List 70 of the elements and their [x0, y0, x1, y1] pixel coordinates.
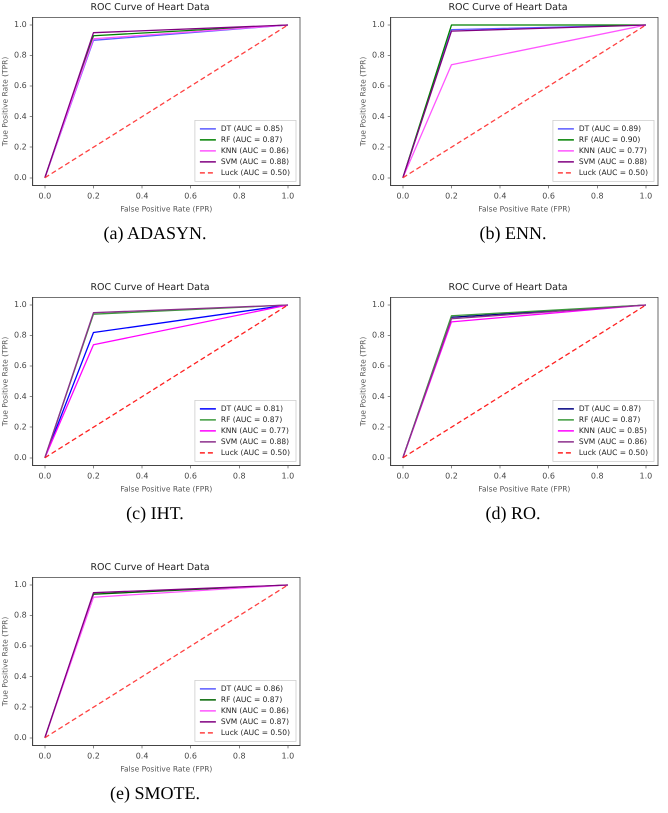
x-tick-label: 0.8	[232, 751, 246, 760]
y-tick-label: 0.0	[372, 452, 385, 462]
y-tick-label: 0.4	[372, 392, 385, 401]
y-tick-label: 0.4	[14, 672, 27, 681]
text: (c) IHT.	[125, 503, 185, 524]
y-tick-label: 0.2	[372, 422, 385, 432]
y-tick-label: 1.0	[14, 300, 27, 310]
x-tick-label: 0.0	[396, 471, 410, 480]
x-tick-label: 0.8	[232, 191, 246, 200]
y-tick-label: 1.0	[14, 20, 27, 30]
x-tick-label: 0.0	[38, 191, 52, 200]
x-tick-label: 0.0	[38, 471, 52, 480]
x-tick-label: 0.2	[87, 191, 100, 200]
chart-title: ROC Curve of Heart Data	[448, 2, 568, 14]
x-tick-label: 0.6	[184, 751, 198, 760]
y-tick-label: 0.6	[14, 81, 27, 90]
y-tick-label: 0.0	[372, 172, 385, 182]
y-tick-label: 0.0	[14, 732, 27, 742]
x-tick-label: 0.4	[136, 751, 148, 760]
x-tick-label: 0.6	[184, 191, 198, 200]
x-tick-label: 0.6	[542, 191, 556, 200]
y-tick-label: 0.8	[14, 330, 27, 340]
x-tick-label: 0.6	[542, 471, 556, 480]
x-tick-label: 0.4	[136, 191, 148, 200]
x-tick-label: 1.0	[281, 751, 294, 760]
x-tick-label: 0.2	[445, 471, 458, 480]
x-tick-label: 0.8	[232, 471, 246, 480]
y-tick-label: 0.8	[14, 610, 27, 620]
x-tick-label: 0.6	[184, 471, 198, 480]
chart-title: ROC Curve of Heart Data	[448, 282, 568, 294]
x-tick-label: 0.2	[87, 751, 100, 760]
y-tick-label: 0.2	[14, 142, 27, 152]
x-tick-label: 0.2	[87, 471, 100, 480]
text: (e) SMOTE.	[109, 783, 201, 804]
x-tick-label: 0.4	[494, 191, 506, 200]
text: (a) ADASYN.	[102, 223, 208, 244]
x-tick-label: 0.4	[494, 471, 506, 480]
y-tick-label: 1.0	[14, 580, 27, 590]
chart-title: ROC Curve of Heart Data	[90, 2, 210, 14]
x-tick-label: 1.0	[639, 471, 652, 480]
x-tick-label: 0.0	[396, 191, 410, 200]
x-tick-label: 0.0	[38, 751, 52, 760]
y-tick-label: 0.2	[372, 142, 385, 152]
x-tick-label: 0.8	[590, 191, 604, 200]
text: (b) ENN.	[478, 223, 548, 244]
y-tick-label: 0.4	[372, 112, 385, 121]
y-tick-label: 0.8	[372, 50, 385, 60]
x-tick-label: 1.0	[281, 471, 294, 480]
x-tick-label: 1.0	[639, 191, 652, 200]
x-tick-label: 0.2	[445, 191, 458, 200]
y-tick-label: 0.4	[14, 112, 27, 121]
x-tick-label: 0.4	[136, 471, 148, 480]
y-tick-label: 0.6	[372, 81, 385, 90]
y-tick-label: 0.2	[14, 702, 27, 712]
y-tick-label: 1.0	[372, 300, 385, 310]
y-tick-label: 0.6	[372, 361, 385, 370]
chart-title: ROC Curve of Heart Data	[90, 282, 210, 294]
x-tick-label: 1.0	[281, 191, 294, 200]
text: (d) RO.	[484, 503, 542, 524]
y-tick-label: 0.0	[14, 172, 27, 182]
y-tick-label: 0.8	[372, 330, 385, 340]
y-tick-label: 0.2	[14, 422, 27, 432]
y-tick-label: 0.4	[14, 392, 27, 401]
y-tick-label: 1.0	[372, 20, 385, 30]
chart-title: ROC Curve of Heart Data	[90, 562, 210, 574]
y-tick-label: 0.8	[14, 50, 27, 60]
y-tick-label: 0.6	[14, 361, 27, 370]
x-tick-label: 0.8	[590, 471, 604, 480]
y-tick-label: 0.0	[14, 452, 27, 462]
y-tick-label: 0.6	[14, 641, 27, 650]
